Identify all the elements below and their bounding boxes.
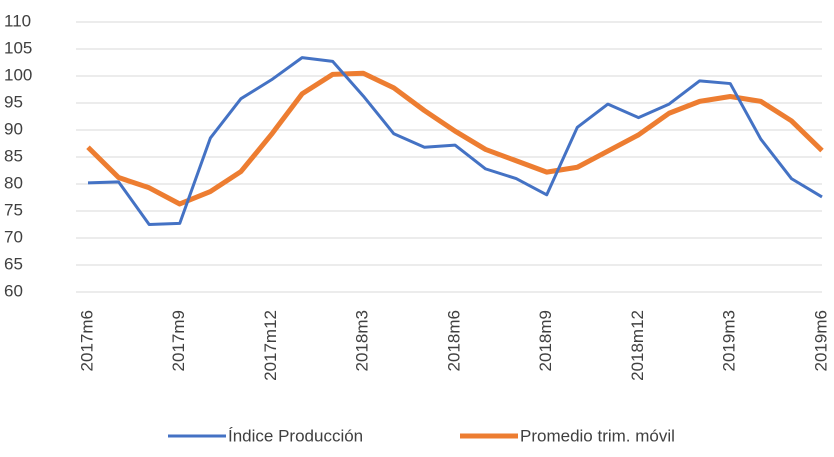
legend-label: Índice Producción [228,426,363,445]
y-tick-label: 90 [4,119,23,138]
y-tick-label: 85 [4,146,23,165]
y-tick-label: 100 [4,65,32,84]
y-tick-label: 65 [4,254,23,273]
x-tick-label: 2018m12 [628,310,647,381]
series-line [86,70,824,207]
legend-label: Promedio trim. móvil [520,426,675,445]
x-tick-label: 2017m12 [261,310,280,381]
x-tick-label: 2017m9 [169,310,188,371]
x-tick-label: 2018m6 [444,310,463,371]
series-line [87,56,823,226]
y-tick-label: 95 [4,92,23,111]
x-tick-label: 2019m6 [811,310,830,371]
y-tick-label: 80 [4,173,23,192]
x-tick-label: 2017m6 [77,310,96,371]
y-tick-label: 75 [4,200,23,219]
x-tick-label: 2019m3 [720,310,739,371]
y-tick-label: 110 [4,11,31,30]
x-tick-label: 2018m9 [536,310,555,371]
y-tick-label: 105 [4,38,32,57]
y-tick-label: 70 [4,227,23,246]
y-tick-label: 60 [4,281,23,300]
x-tick-label: 2018m3 [353,310,372,371]
